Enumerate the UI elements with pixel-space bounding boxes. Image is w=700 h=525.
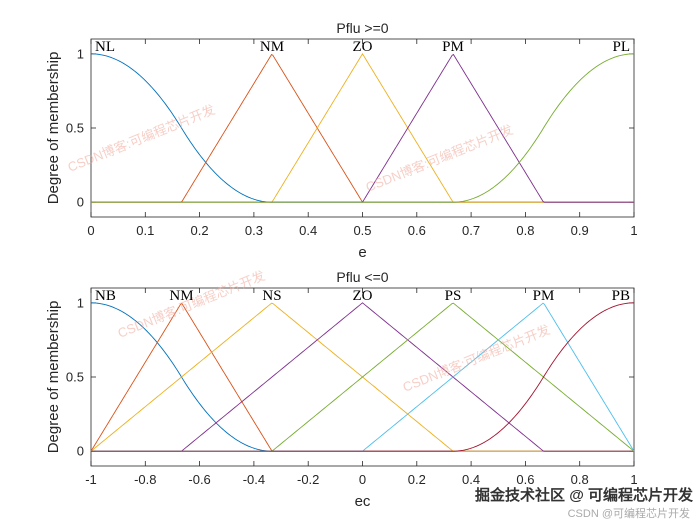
x-tick-label: -1	[85, 472, 97, 487]
x-tick-label: 0.6	[516, 472, 534, 487]
mf-label-pb: PB	[612, 288, 630, 304]
x-tick-label: 0.1	[136, 223, 154, 238]
x-tick-label: 0.5	[353, 223, 371, 238]
chart-title: Pflu <=0	[336, 269, 388, 285]
x-tick-label: 0.8	[571, 472, 589, 487]
chart-panel-1: 0 0.1 0.2 0.3 0.4 0.5 0.6 0.7 0.8 0.9 1 0 0.5 1 NL NM ZO…	[45, 20, 638, 261]
x-tick-label: 0	[359, 472, 366, 487]
footer-credit: 掘金技术社区 @ 可编程芯片开发	[413, 484, 693, 505]
x-tick-label: 1	[630, 472, 637, 487]
mf-label-pm: PM	[533, 288, 555, 304]
x-tick-label: 0.2	[408, 472, 426, 487]
mf-label-nm: NM	[260, 39, 284, 55]
mf-curve-pb	[91, 302, 635, 452]
x-tick-label: -0.6	[188, 472, 210, 487]
x-axis-label: e	[358, 244, 366, 261]
x-tick-label: 0.8	[516, 223, 534, 238]
mf-label-nb: NB	[95, 288, 116, 304]
mf-label-pm: PM	[442, 39, 464, 55]
x-tick-label: -0.8	[134, 472, 156, 487]
x-tick-label: 1	[630, 223, 637, 238]
mf-label-pl: PL	[612, 39, 630, 55]
x-tick-label: 0.2	[191, 223, 209, 238]
mf-label-ns: NS	[262, 288, 281, 304]
x-tick-label: 0.7	[462, 223, 480, 238]
mf-label-zo: ZO	[353, 39, 373, 55]
y-tick-label: 1	[77, 295, 84, 310]
credit-sub: CSDN @可编程芯片开发	[567, 508, 690, 520]
y-tick-label: 0	[77, 195, 84, 210]
x-tick-label: -0.4	[243, 472, 265, 487]
y-tick-label: 0	[77, 444, 84, 459]
x-axis-label: ec	[355, 493, 371, 510]
mf-label-nl: NL	[95, 39, 115, 55]
y-axis-label: Degree of membership	[45, 52, 62, 205]
credit-main: 掘金技术社区 @ 可编程芯片开发	[475, 487, 693, 504]
x-tick-label: 0.3	[245, 223, 263, 238]
x-tick-label: 0.6	[408, 223, 426, 238]
y-axis-label: Degree of membership	[45, 301, 62, 454]
x-tick-label: 0.4	[462, 472, 480, 487]
mf-label-ps: PS	[445, 288, 462, 304]
mf-label-nm: NM	[169, 288, 193, 304]
x-tick-label: 0.9	[571, 223, 589, 238]
chart-panel-2: -1 -0.8 -0.6 -0.4 -0.2 0 0.2 0.4 0.6 0.8 1 0 0.5 1 NB N…	[45, 269, 638, 510]
y-tick-label: 1	[77, 46, 84, 61]
mf-curve-pl	[91, 53, 635, 203]
x-tick-label: -0.2	[297, 472, 319, 487]
mf-label-zo: ZO	[353, 288, 373, 304]
chart-title: Pflu >=0	[336, 20, 388, 36]
y-tick-label: 0.5	[66, 121, 84, 136]
x-tick-label: 0	[87, 223, 94, 238]
x-tick-label: 0.4	[299, 223, 317, 238]
y-tick-label: 0.5	[66, 370, 84, 385]
